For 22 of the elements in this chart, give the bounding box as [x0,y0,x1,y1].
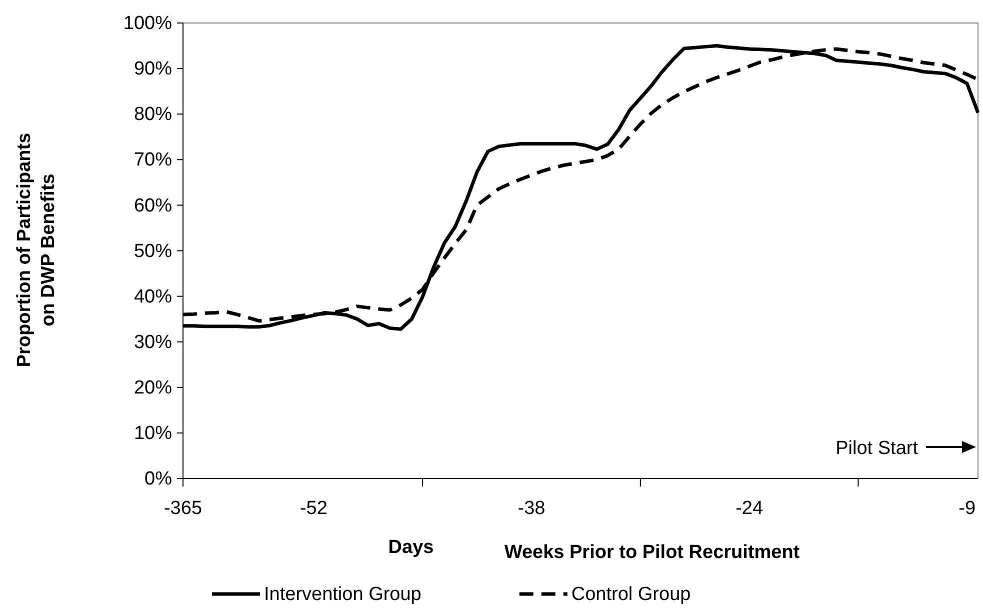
x-tick-label: -52 [300,498,328,519]
annotation: Pilot Start [836,438,919,459]
y-tick-label: 20% [134,377,172,398]
y-tick-label: 60% [134,195,172,216]
y-tick-label: 90% [134,58,172,80]
x-tick-label: -9 [958,498,976,519]
y-tick-label: 30% [134,332,172,353]
x-tick-label: -365 [164,498,202,519]
y-tick-label: 80% [134,104,172,126]
y-tick-label: 100% [123,13,172,34]
y-tick-label: 40% [134,286,172,308]
text: Days [388,537,434,558]
y-tick-label: 0% [144,468,172,490]
y-axis-title: Proportion of Participants on DWP Benefits [14,132,59,368]
y-tick-label: 50% [134,240,172,262]
x-axis-title: Weeks Prior to Pilot Recruitment [504,542,800,563]
x-tick-label: -24 [736,498,764,519]
legend-label: Control Group [571,584,691,605]
x-tick-label: -38 [518,498,546,519]
y-tick-label: 10% [134,423,172,444]
y-tick-label: 70% [134,150,172,171]
legend-label: Intervention Group [264,584,422,605]
